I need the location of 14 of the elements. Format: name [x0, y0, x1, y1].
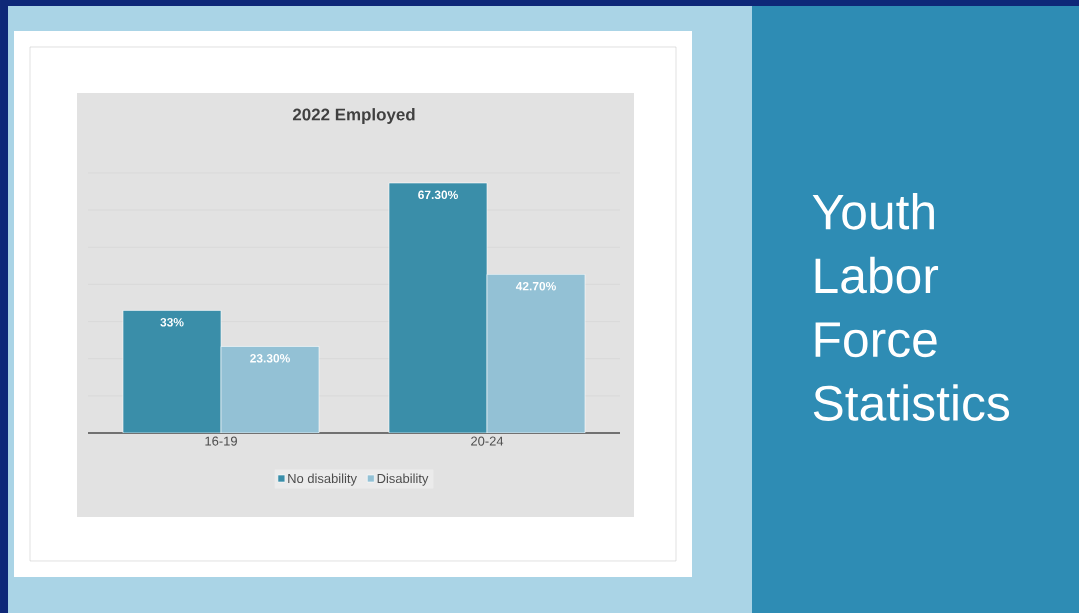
x-tick-label: 20-24: [471, 436, 504, 446]
legend-label: Disability: [377, 473, 429, 486]
data-label: 42.70%: [515, 281, 556, 291]
data-label: 67.30%: [418, 190, 458, 200]
x-tick-label: 16-19: [205, 436, 237, 446]
text: Youth Labor Force Statistics: [812, 193, 1010, 421]
legend-label: No disability: [288, 473, 357, 486]
bar: [122, 310, 222, 433]
bar: [220, 346, 320, 433]
data-label: 23.30%: [250, 354, 290, 363]
bar: [486, 274, 586, 433]
data-label: 33%: [160, 318, 184, 327]
bar: [388, 182, 488, 433]
chart-title: 2022 Employed: [292, 108, 415, 124]
